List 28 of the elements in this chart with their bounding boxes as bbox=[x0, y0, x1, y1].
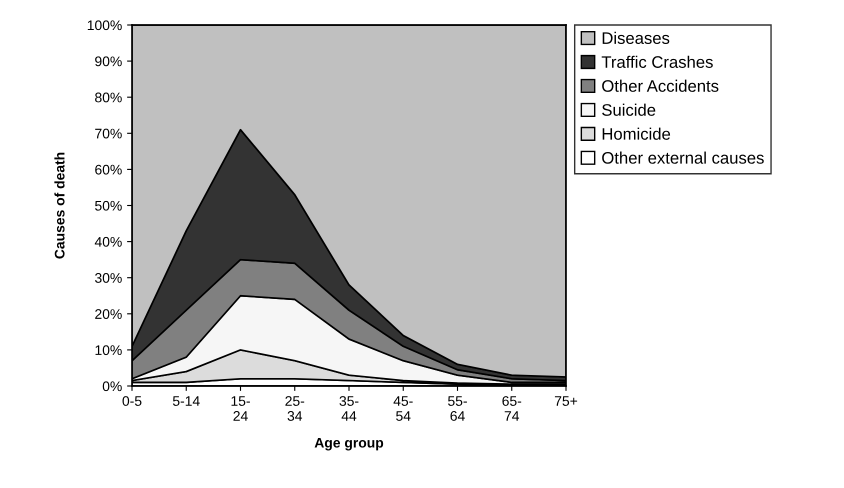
x-tick-label: 55-64 bbox=[448, 396, 467, 421]
y-tick-label: 30% bbox=[95, 273, 122, 283]
legend-label: Other external causes bbox=[602, 152, 764, 164]
y-tick-label: 40% bbox=[94, 236, 122, 247]
x-tick-label: 75+ bbox=[554, 396, 578, 406]
y-axis-title: Causes of death bbox=[54, 152, 65, 259]
y-tick-label: 20% bbox=[95, 309, 122, 319]
y-tick-label: 0% bbox=[102, 381, 122, 392]
y-tick-label: 70% bbox=[95, 128, 122, 138]
x-tick-label: 45-54 bbox=[394, 396, 413, 421]
y-tick-label: 10% bbox=[96, 345, 122, 356]
y-tick-label: 90% bbox=[95, 56, 122, 66]
x-tick-label: 65-74 bbox=[502, 396, 522, 421]
y-tick-label: 80% bbox=[95, 92, 122, 102]
x-axis-title: Age group bbox=[314, 438, 384, 450]
x-tick-label: 35-44 bbox=[339, 396, 358, 421]
y-tick-label: 60% bbox=[95, 164, 122, 175]
y-tick-label: 100% bbox=[88, 20, 122, 30]
legend-label: Suicide bbox=[602, 104, 656, 116]
y-tick-label: 50% bbox=[95, 200, 122, 211]
x-tick-label: 0-5 bbox=[122, 396, 142, 406]
legend-label: Traffic Crashes bbox=[602, 56, 713, 68]
legend-label: Diseases bbox=[602, 32, 670, 44]
x-tick-label: 15-24 bbox=[232, 396, 250, 421]
x-tick-label: 25-34 bbox=[285, 396, 304, 421]
x-tick-label: 5-14 bbox=[172, 396, 200, 406]
legend-label: Homicide bbox=[602, 128, 670, 140]
legend-label: Other Accidents bbox=[602, 80, 718, 92]
